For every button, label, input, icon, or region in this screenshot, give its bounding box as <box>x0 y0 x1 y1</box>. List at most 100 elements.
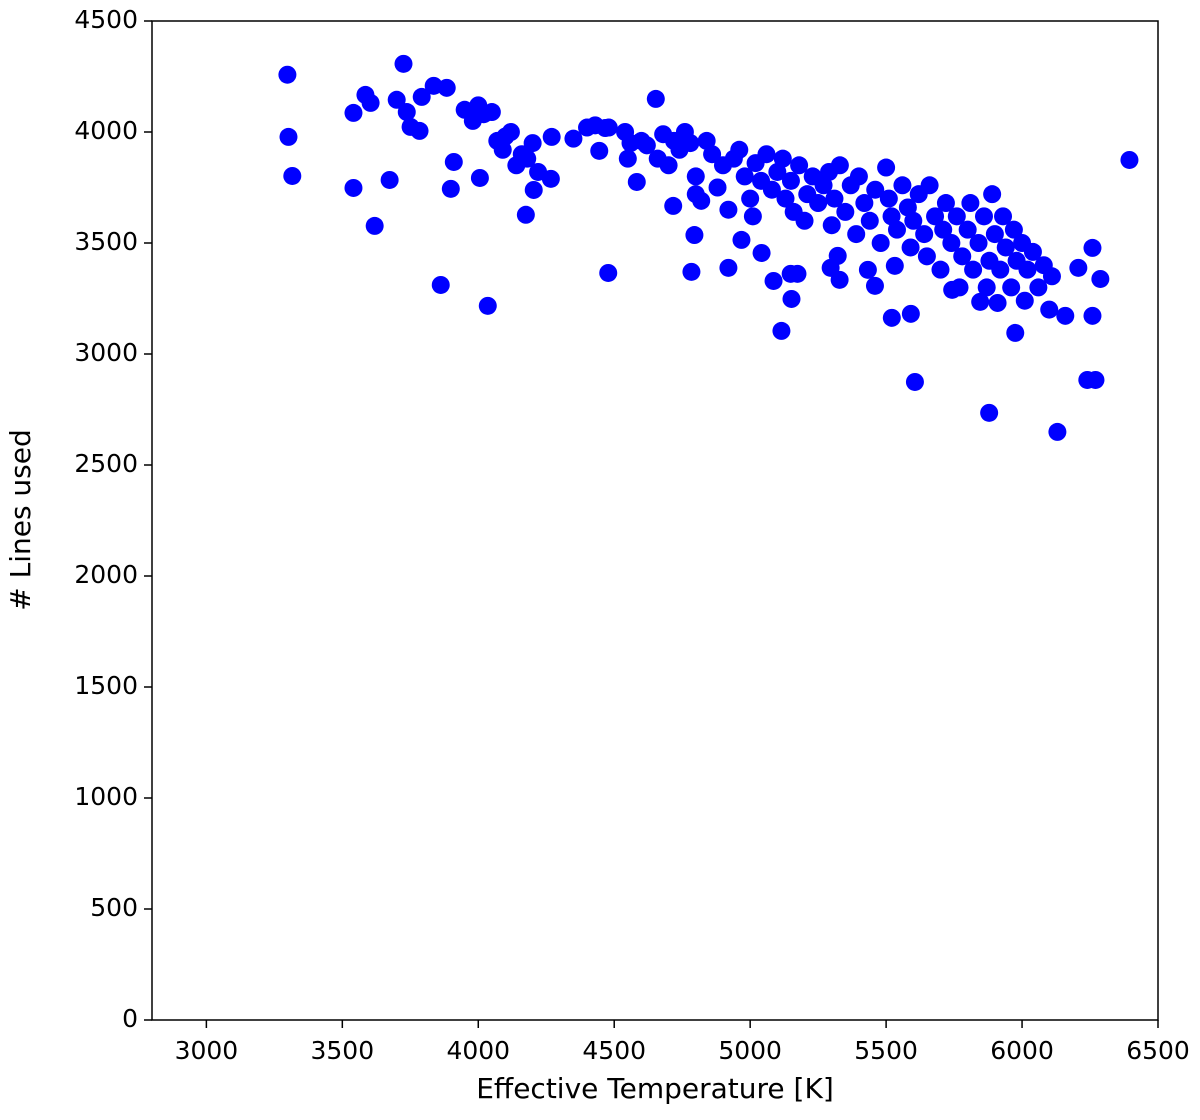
point <box>790 156 809 175</box>
point <box>915 225 934 244</box>
point <box>882 308 901 327</box>
point <box>782 289 801 308</box>
point <box>686 167 705 186</box>
point <box>361 93 380 112</box>
point <box>971 292 990 311</box>
y-tick-label: 3000 <box>74 338 138 367</box>
point <box>994 207 1013 226</box>
point <box>830 156 849 175</box>
point <box>344 178 363 197</box>
point <box>934 220 953 239</box>
point <box>564 129 583 148</box>
point <box>858 260 877 279</box>
point <box>1120 150 1139 169</box>
point <box>974 207 993 226</box>
point <box>950 278 969 297</box>
point <box>412 87 431 106</box>
point <box>836 202 855 221</box>
point <box>830 270 849 289</box>
point <box>470 168 489 187</box>
point <box>969 234 988 252</box>
point <box>1056 306 1075 325</box>
point <box>431 275 450 294</box>
point <box>776 189 795 208</box>
point <box>524 180 543 199</box>
x-tick-label: 4500 <box>582 1036 646 1065</box>
point <box>664 196 683 215</box>
y-tick-label: 2000 <box>74 560 138 589</box>
point <box>441 179 460 198</box>
point <box>478 296 497 315</box>
point <box>1069 258 1088 277</box>
y-tick-label: 500 <box>90 893 138 922</box>
point <box>444 152 463 171</box>
point <box>482 103 501 122</box>
point <box>380 170 399 189</box>
x-tick-label: 6500 <box>1126 1036 1190 1065</box>
point <box>893 176 912 195</box>
point <box>961 194 980 213</box>
point <box>931 260 950 279</box>
point <box>901 238 920 257</box>
point <box>877 158 896 177</box>
point <box>772 321 791 340</box>
point <box>279 127 298 146</box>
point <box>741 189 760 208</box>
y-tick-label: 1500 <box>74 671 138 700</box>
point <box>825 189 844 208</box>
point <box>762 180 781 199</box>
point <box>988 293 1007 312</box>
point <box>885 256 904 275</box>
point <box>871 234 890 252</box>
point <box>682 262 701 281</box>
point <box>977 278 996 297</box>
point <box>788 264 807 283</box>
point <box>1083 306 1102 325</box>
point <box>920 176 939 195</box>
point <box>516 205 535 224</box>
point <box>719 200 738 219</box>
point <box>942 234 961 252</box>
point <box>1042 267 1061 286</box>
point <box>501 123 520 141</box>
point <box>1029 278 1048 297</box>
point <box>1091 269 1110 288</box>
x-tick-label: 3500 <box>311 1036 375 1065</box>
point <box>985 225 1004 244</box>
point <box>590 141 609 160</box>
point <box>1086 370 1105 389</box>
point <box>659 156 678 175</box>
point <box>397 103 416 122</box>
point <box>1023 242 1042 261</box>
plot-frame <box>151 20 1159 1021</box>
point <box>743 207 762 226</box>
point <box>1048 422 1067 441</box>
x-tick-label: 6000 <box>990 1036 1054 1065</box>
point <box>283 166 302 185</box>
point <box>936 194 955 213</box>
point <box>730 140 749 159</box>
point <box>681 134 700 153</box>
x-tick-label: 5500 <box>854 1036 918 1065</box>
point <box>860 211 879 230</box>
point <box>917 247 936 266</box>
point <box>685 226 704 245</box>
point <box>599 118 618 137</box>
point <box>1083 238 1102 257</box>
y-axis-label: # Lines used <box>4 429 37 611</box>
y-tick-label: 4500 <box>74 5 138 34</box>
point <box>757 145 776 164</box>
point <box>795 211 814 230</box>
point <box>618 149 637 168</box>
point <box>1040 300 1059 319</box>
point <box>599 263 618 282</box>
point <box>518 149 537 168</box>
point <box>964 260 983 279</box>
point <box>523 134 542 153</box>
point <box>703 145 722 164</box>
point <box>996 238 1015 257</box>
point <box>752 243 771 262</box>
point <box>828 246 847 265</box>
point <box>394 54 413 73</box>
